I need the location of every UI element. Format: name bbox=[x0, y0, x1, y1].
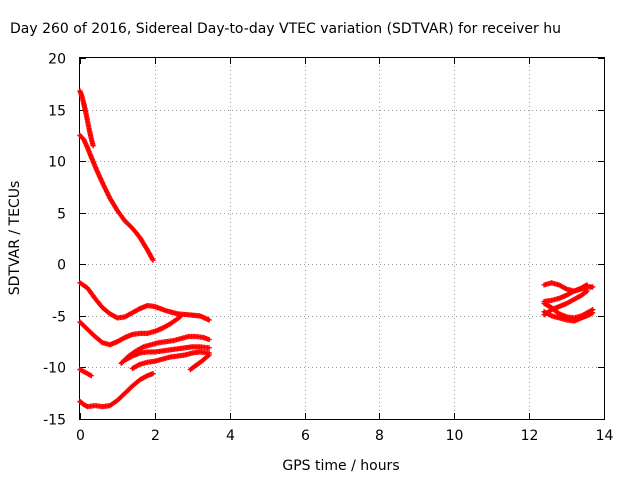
y-tick-label: -10 bbox=[43, 361, 66, 377]
x-axis-label: GPS time / hours bbox=[282, 458, 399, 474]
data-point bbox=[90, 143, 96, 149]
x-tick-label: 10 bbox=[446, 428, 464, 444]
data-point bbox=[206, 317, 212, 323]
data-point bbox=[150, 371, 156, 377]
x-tick-label: 6 bbox=[301, 428, 310, 444]
x-tick-label: 12 bbox=[521, 428, 539, 444]
data-points bbox=[77, 88, 596, 410]
x-tick-label: 2 bbox=[151, 428, 160, 444]
data-point bbox=[88, 373, 94, 379]
grid-lines bbox=[80, 58, 604, 419]
data-point bbox=[150, 257, 156, 263]
y-tick-label: 5 bbox=[57, 207, 66, 223]
y-tick-label: 20 bbox=[48, 52, 66, 68]
data-point bbox=[206, 345, 212, 351]
data-point bbox=[590, 284, 596, 290]
y-tick-label: -15 bbox=[43, 413, 66, 429]
chart-title: Day 260 of 2016, Sidereal Day-to-day VTE… bbox=[10, 21, 561, 37]
data-point bbox=[590, 307, 596, 313]
data-point bbox=[206, 336, 212, 343]
data-point bbox=[584, 288, 590, 294]
y-tick-label: 15 bbox=[48, 104, 66, 120]
data-point bbox=[177, 314, 183, 320]
y-tick-label: -5 bbox=[52, 310, 66, 326]
y-axis-label: SDTVAR / TECUs bbox=[7, 181, 23, 296]
plot-frame bbox=[79, 57, 605, 420]
data-point bbox=[584, 282, 590, 288]
x-tick-label: 4 bbox=[226, 428, 235, 444]
x-tick-label: 14 bbox=[596, 428, 614, 444]
data-point bbox=[206, 352, 212, 358]
y-tick-label: 0 bbox=[57, 258, 66, 274]
y-tick-label: 10 bbox=[48, 155, 66, 171]
axis-ticks: 0 2 4 6 8 10 12 14 -15 -10 -5 0 5 10 15 20 bbox=[43, 52, 613, 445]
x-tick-label: 0 bbox=[76, 428, 85, 444]
data-point bbox=[178, 313, 184, 319]
x-tick-label: 8 bbox=[375, 428, 384, 444]
